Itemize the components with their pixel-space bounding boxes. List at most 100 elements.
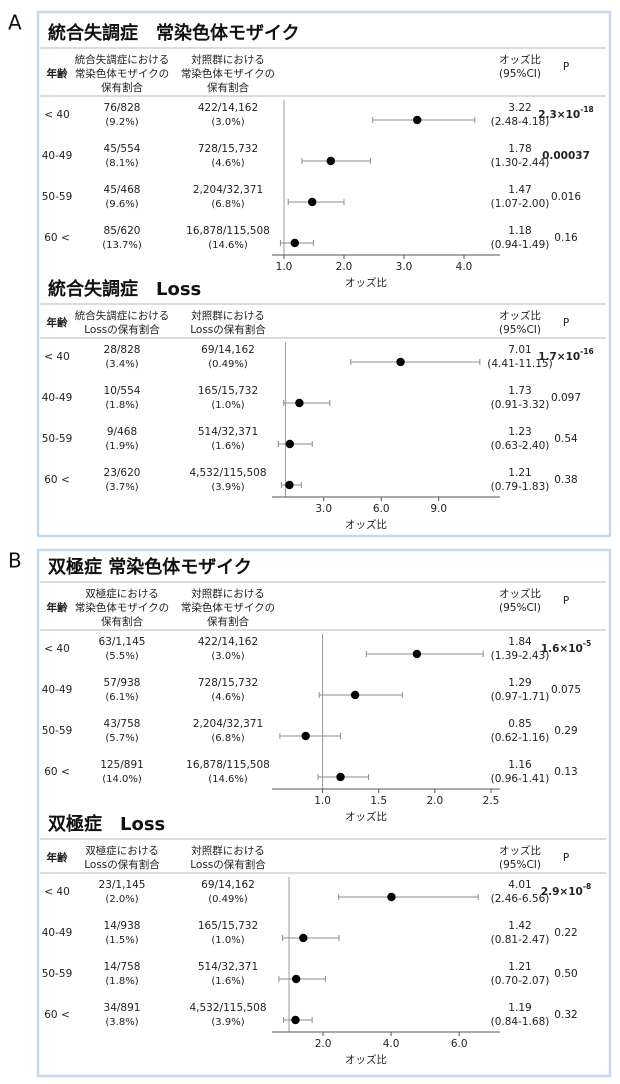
control-pct: (1.6%) [211, 441, 244, 452]
control-header: 常染色体モザイクの [181, 601, 275, 614]
age-label: 40-49 [42, 150, 73, 162]
control-count: 2,204/32,371 [193, 718, 263, 730]
age-label: 40-49 [42, 927, 73, 939]
x-tick-label: 6.0 [373, 503, 390, 515]
ci-label: (0.91-3.32) [491, 399, 550, 411]
p-base: 1.6×10 [541, 643, 583, 655]
odds-ratio: 0.85 [508, 718, 531, 730]
panel-frame [36, 548, 612, 1078]
case-pct: (5.5%) [105, 651, 138, 662]
or-header: オッズ比 [499, 587, 541, 600]
odds-ratio: 1.84 [508, 636, 532, 648]
point-estimate [299, 933, 308, 943]
point-estimate [308, 197, 317, 207]
control-count: 2,204/32,371 [193, 184, 263, 196]
p-exponent: -8 [583, 882, 591, 891]
ci-label: (0.94-1.49) [491, 239, 550, 251]
x-tick-label: 1.0 [276, 261, 293, 273]
or-header: (95%CI) [499, 68, 541, 80]
control-pct: (3.0%) [211, 651, 244, 662]
p-header: P [563, 61, 569, 73]
case-pct: (3.4%) [105, 359, 138, 370]
x-tick-label: 2.5 [483, 795, 500, 807]
case-count: 63/1,145 [99, 636, 146, 648]
case-header: 常染色体モザイクの [75, 601, 169, 614]
case-count: 34/891 [104, 1002, 141, 1014]
p-base: 2.9×10 [541, 886, 583, 898]
case-count: 125/891 [100, 759, 144, 771]
chart-title: 双極症 常染色体モザイク [48, 556, 252, 578]
odds-ratio: 1.47 [508, 184, 531, 196]
x-axis-label: オッズ比 [345, 518, 387, 531]
point-estimate [285, 439, 295, 449]
case-header: Lossの保有割合 [84, 323, 160, 336]
case-header: 双極症における [85, 587, 159, 600]
control-count: 422/14,162 [198, 102, 258, 114]
age-label: 60 < [44, 474, 70, 486]
case-count: 85/620 [104, 225, 141, 237]
control-count: 4,532/115,508 [189, 467, 266, 479]
p-value: 0.29 [554, 725, 577, 737]
control-pct: (1.6%) [211, 976, 244, 987]
x-tick-label: 2.0 [427, 795, 444, 807]
point-estimate [291, 974, 301, 984]
control-count: 69/14,162 [201, 879, 255, 891]
control-header: 保有割合 [207, 81, 249, 94]
p-value: 0.38 [554, 474, 577, 486]
control-count: 514/32,371 [198, 961, 258, 973]
point-estimate [285, 480, 294, 490]
odds-ratio: 1.73 [508, 385, 531, 397]
p-value: 0.00037 [542, 150, 590, 162]
point-estimate [387, 892, 396, 902]
ci-label: (2.46-6.56) [491, 893, 550, 905]
control-pct: (14.6%) [208, 774, 248, 785]
case-pct: (1.8%) [105, 976, 138, 987]
control-header: 対照群における [191, 844, 265, 857]
p-value: 0.22 [554, 927, 577, 939]
ci-label: (0.70-2.07) [491, 975, 550, 987]
odds-ratio: 1.23 [508, 426, 531, 438]
age-header: 年齢 [47, 316, 68, 329]
or-header: オッズ比 [499, 53, 541, 66]
x-tick-label: 3.0 [315, 503, 332, 515]
p-value: 0.54 [554, 433, 578, 445]
odds-ratio: 1.18 [508, 225, 531, 237]
p-header: P [563, 595, 569, 607]
case-pct: (1.9%) [105, 441, 138, 452]
point-estimate [291, 1015, 300, 1025]
p-base: 1.7×10 [538, 351, 580, 363]
point-estimate [301, 731, 310, 741]
control-count: 165/15,732 [198, 920, 258, 932]
or-header: (95%CI) [499, 859, 541, 871]
p-value: 1.6×10-5 [541, 639, 591, 655]
ci-label: (1.07-2.00) [491, 198, 550, 210]
control-header: Lossの保有割合 [190, 323, 266, 336]
control-count: 514/32,371 [198, 426, 258, 438]
control-count: 728/15,732 [198, 677, 258, 689]
control-count: 728/15,732 [198, 143, 258, 155]
case-count: 45/554 [104, 143, 141, 155]
case-count: 45/468 [104, 184, 141, 196]
case-header: 統合失調症における [75, 53, 170, 66]
odds-ratio: 1.21 [508, 961, 531, 973]
case-count: 23/620 [104, 467, 141, 479]
age-label: 50-59 [42, 191, 73, 203]
ci-label: (2.48-4.18) [491, 116, 550, 128]
ci-label: (0.84-1.68) [491, 1016, 550, 1028]
ci-label: (0.96-1.41) [491, 773, 550, 785]
point-estimate [396, 357, 405, 367]
odds-ratio: 3.22 [508, 102, 531, 114]
p-exponent: -16 [580, 347, 594, 356]
case-pct: (6.1%) [105, 692, 138, 703]
case-header: 統合失調症における [75, 309, 170, 322]
p-exponent: -5 [583, 639, 591, 648]
case-count: 10/554 [104, 385, 141, 397]
case-pct: (14.0%) [102, 774, 142, 785]
p-value: 0.075 [551, 684, 581, 696]
control-pct: (1.0%) [211, 935, 244, 946]
point-estimate [413, 115, 422, 125]
point-estimate [336, 772, 345, 782]
control-header: 常染色体モザイクの [181, 67, 275, 80]
control-header: Lossの保有割合 [190, 858, 266, 871]
